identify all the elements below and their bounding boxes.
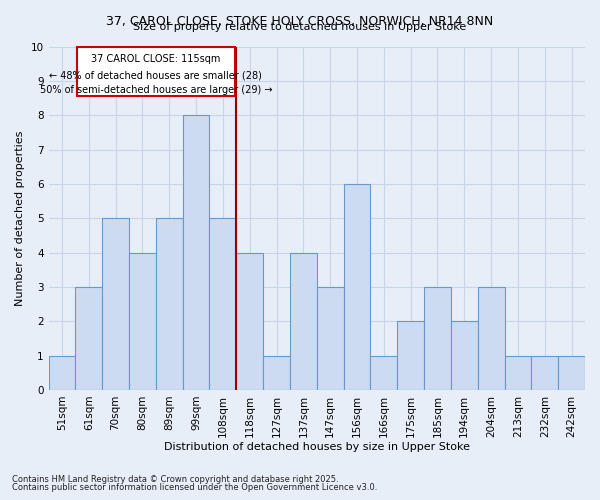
Bar — [236, 252, 263, 390]
Bar — [424, 287, 451, 390]
Bar — [263, 356, 290, 390]
Text: 37, CAROL CLOSE, STOKE HOLY CROSS, NORWICH, NR14 8NN: 37, CAROL CLOSE, STOKE HOLY CROSS, NORWI… — [106, 15, 494, 28]
Bar — [451, 322, 478, 390]
Bar — [344, 184, 370, 390]
Text: 50% of semi-detached houses are larger (29) →: 50% of semi-detached houses are larger (… — [40, 86, 272, 96]
Bar — [370, 356, 397, 390]
Text: 37 CAROL CLOSE: 115sqm: 37 CAROL CLOSE: 115sqm — [91, 54, 221, 64]
Bar — [290, 252, 317, 390]
Text: Contains public sector information licensed under the Open Government Licence v3: Contains public sector information licen… — [12, 484, 377, 492]
Bar — [156, 218, 182, 390]
FancyBboxPatch shape — [77, 46, 235, 96]
Bar — [209, 218, 236, 390]
Text: Contains HM Land Registry data © Crown copyright and database right 2025.: Contains HM Land Registry data © Crown c… — [12, 474, 338, 484]
Bar — [558, 356, 585, 390]
Bar — [532, 356, 558, 390]
X-axis label: Distribution of detached houses by size in Upper Stoke: Distribution of detached houses by size … — [164, 442, 470, 452]
Bar — [397, 322, 424, 390]
Bar — [317, 287, 344, 390]
Y-axis label: Number of detached properties: Number of detached properties — [15, 130, 25, 306]
Bar — [49, 356, 76, 390]
Bar — [129, 252, 156, 390]
Bar — [102, 218, 129, 390]
Text: ← 48% of detached houses are smaller (28): ← 48% of detached houses are smaller (28… — [49, 70, 262, 80]
Bar — [505, 356, 532, 390]
Bar — [182, 115, 209, 390]
Bar — [478, 287, 505, 390]
Bar — [76, 287, 102, 390]
Text: Size of property relative to detached houses in Upper Stoke: Size of property relative to detached ho… — [133, 22, 467, 32]
